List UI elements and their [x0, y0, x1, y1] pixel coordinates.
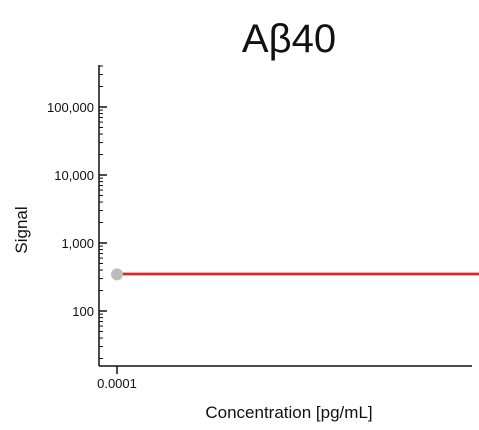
y-tick-label: 1,000	[61, 236, 94, 251]
x-axis-label: Concentration [pg/mL]	[205, 403, 372, 422]
fit-curve	[117, 272, 479, 276]
chart-title: Aβ40	[242, 17, 336, 61]
y-axis-label: Signal	[12, 206, 31, 253]
y-tick-label: 10,000	[54, 168, 94, 183]
y-tick-label: 100,000	[47, 100, 94, 115]
x-tick-label: 0.0001	[97, 376, 137, 391]
y-tick-label: 100	[72, 304, 94, 319]
data-point	[111, 268, 123, 281]
